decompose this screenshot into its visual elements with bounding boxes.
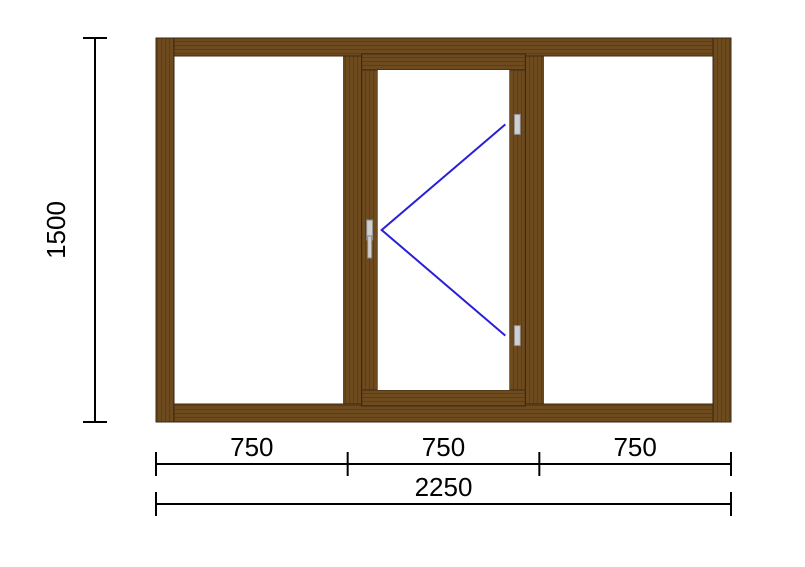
dim-label-panel: 750: [613, 432, 656, 462]
hinge-bottom-icon: [514, 326, 520, 346]
outer-frame-left: [156, 38, 174, 422]
sash-bottom: [362, 390, 526, 406]
dim-label-height: 1500: [41, 201, 71, 259]
mullion-2: [523, 56, 543, 404]
outer-frame-top: [156, 38, 731, 56]
hinge-top-icon: [514, 114, 520, 134]
dim-label-panel: 750: [422, 432, 465, 462]
glass-panel-right: [545, 58, 711, 402]
glass-panel-left: [176, 58, 342, 402]
window-drawing: [156, 38, 731, 422]
outer-frame-right: [713, 38, 731, 422]
sash-top: [362, 54, 526, 70]
dim-label-total: 2250: [415, 472, 473, 502]
outer-frame-bottom: [156, 404, 731, 422]
handle-lever-icon: [368, 236, 372, 258]
glass-panel-center: [378, 70, 510, 390]
window-diagram: 1500 750 750 750 2250: [0, 0, 805, 567]
dim-label-panel: 750: [230, 432, 273, 462]
mullion-1: [344, 56, 364, 404]
sash-right: [509, 54, 525, 406]
